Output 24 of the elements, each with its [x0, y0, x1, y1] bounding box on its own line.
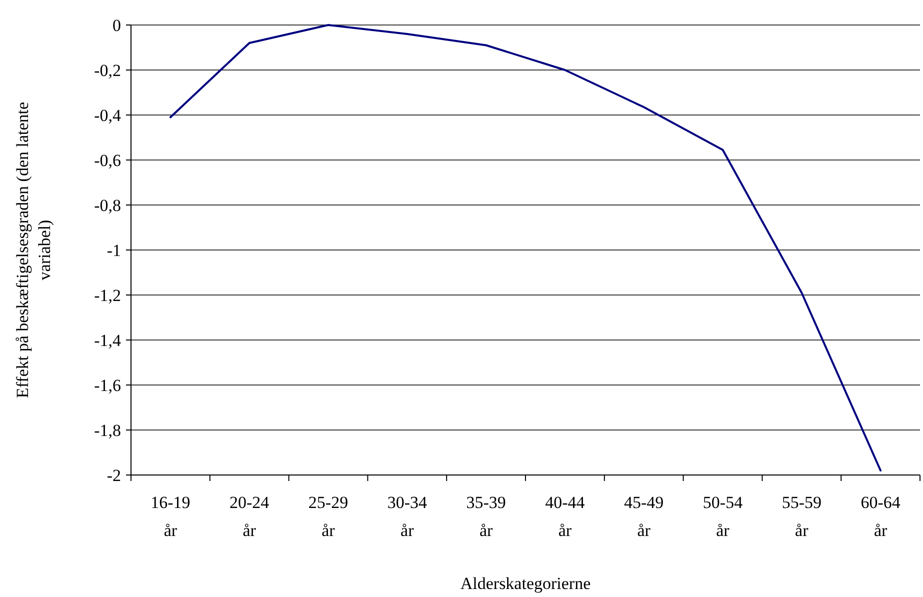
x-tick-label: 60-64 år	[860, 493, 901, 540]
x-axis-title: Alderskategorierne	[460, 574, 591, 593]
x-tick-label: 55-59 år	[782, 493, 822, 540]
y-tick-label: -1	[106, 240, 121, 260]
x-tick-label: 45-49 år	[624, 493, 664, 540]
y-tick-label: -0,2	[94, 60, 121, 80]
y-tick-label: -2	[106, 466, 121, 485]
y-tick-label: -0,4	[94, 106, 122, 125]
y-axis-title: Effekt på beskæftigelsesgraden (den latente variabel)	[13, 102, 54, 398]
y-tick-label: 0	[112, 16, 121, 35]
x-tick-label: 20-24 år	[230, 493, 270, 540]
x-tick-label: 40-44 år	[545, 493, 586, 540]
x-tick-label: 35-39 år	[466, 493, 506, 540]
x-tick-label: 25-29 år	[308, 493, 348, 540]
y-tick-label: -0,6	[94, 150, 121, 170]
x-tick-label: 50-54 år	[702, 493, 744, 540]
y-tick-label: -0,8	[94, 196, 121, 215]
x-tick-label: 30-34 år	[387, 493, 428, 540]
x-tick-label: 16-19 år	[150, 493, 190, 540]
line-series	[169, 24, 882, 472]
y-tick-label: -1,2	[94, 286, 121, 305]
y-tick-label: -1,4	[94, 330, 122, 350]
y-tick-label: -1,6	[94, 376, 121, 395]
y-tick-label: -1,8	[94, 420, 121, 440]
